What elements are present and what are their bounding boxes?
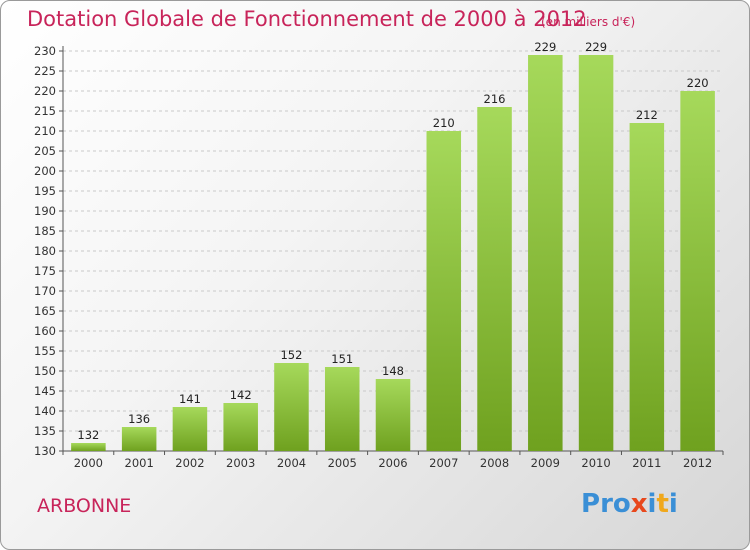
y-tick-label: 145 [34,384,56,398]
value-label-2007: 210 [433,116,455,130]
bar-2011 [629,123,665,451]
value-label-2008: 216 [484,92,506,106]
y-tick-label: 135 [34,424,56,438]
brand-letter: i [668,489,678,519]
brand-letter: r [600,489,613,519]
x-tick-label-2011: 2011 [632,456,661,470]
value-label-2009: 229 [534,40,556,54]
x-tick-label-2001: 2001 [125,456,154,470]
x-tick-label-2012: 2012 [683,456,712,470]
value-label-2012: 220 [687,76,709,90]
value-label-2000: 132 [77,428,99,442]
commune-name: ARBONNE [37,495,132,517]
brand-letter: P [581,489,601,519]
y-tick-label: 190 [34,204,56,218]
y-tick-label: 230 [34,44,56,58]
y-tick-label: 155 [34,344,56,358]
bar-2001 [121,427,157,451]
x-tick-label-2002: 2002 [175,456,204,470]
y-tick-label: 160 [34,324,56,338]
y-tick-label: 150 [34,364,56,378]
label-layer: 130 135 140 145 150 155 160 165 170 175 180 185 190 1… [34,40,712,470]
y-tick-label: 175 [34,264,56,278]
bar-2004 [274,363,309,451]
y-tick-label: 185 [34,224,56,238]
x-tick-label-2003: 2003 [226,456,255,470]
y-tick-label: 205 [34,144,56,158]
x-tick-label-2008: 2008 [480,456,509,470]
brand-letter: i [647,489,657,519]
y-tick-label: 170 [34,284,56,298]
brand-letter: o [612,489,631,519]
bar-2005 [324,367,360,451]
y-tick-label: 200 [34,164,56,178]
brand-letter: t [656,489,669,519]
y-tick-label: 225 [34,64,56,78]
y-tick-label: 215 [34,104,56,118]
x-tick-label-2009: 2009 [531,456,560,470]
x-tick-label-2005: 2005 [328,456,357,470]
value-label-2004: 152 [280,348,302,362]
bar-2008 [477,107,512,451]
x-tick-label-2004: 2004 [277,456,306,470]
bar-2012 [680,91,715,451]
value-label-2006: 148 [382,364,404,378]
bar-2010 [578,55,614,451]
chart-title: Dotation Globale de Fonctionnement de 20… [27,7,587,31]
y-tick-label: 130 [34,444,56,458]
y-tick-label: 180 [34,244,56,258]
y-tick-label: 220 [34,84,56,98]
bar-2003 [223,403,258,451]
x-tick-label-2000: 2000 [74,456,103,470]
value-label-2002: 141 [179,392,201,406]
bar-2009 [528,55,563,451]
bar-layer [71,55,715,451]
value-label-2001: 136 [128,412,150,426]
value-label-2003: 142 [230,388,252,402]
chart-unit: (en milliers d'€) [541,15,636,29]
bar-2002 [172,407,208,451]
bar-2000 [71,443,106,451]
brand-letter: x [630,489,648,519]
brand-logo: Proxiti [581,489,678,519]
value-label-2011: 212 [636,108,658,122]
value-label-2005: 151 [331,352,353,366]
y-tick-label: 140 [34,404,56,418]
y-tick-label: 165 [34,304,56,318]
x-tick-label-2006: 2006 [378,456,407,470]
value-label-2010: 229 [585,40,607,54]
bar-2006 [375,379,411,451]
x-tick-label-2007: 2007 [429,456,458,470]
x-tick-label-2010: 2010 [581,456,610,470]
y-tick-label: 195 [34,184,56,198]
y-tick-label: 210 [34,124,56,138]
bar-2007 [426,131,462,451]
